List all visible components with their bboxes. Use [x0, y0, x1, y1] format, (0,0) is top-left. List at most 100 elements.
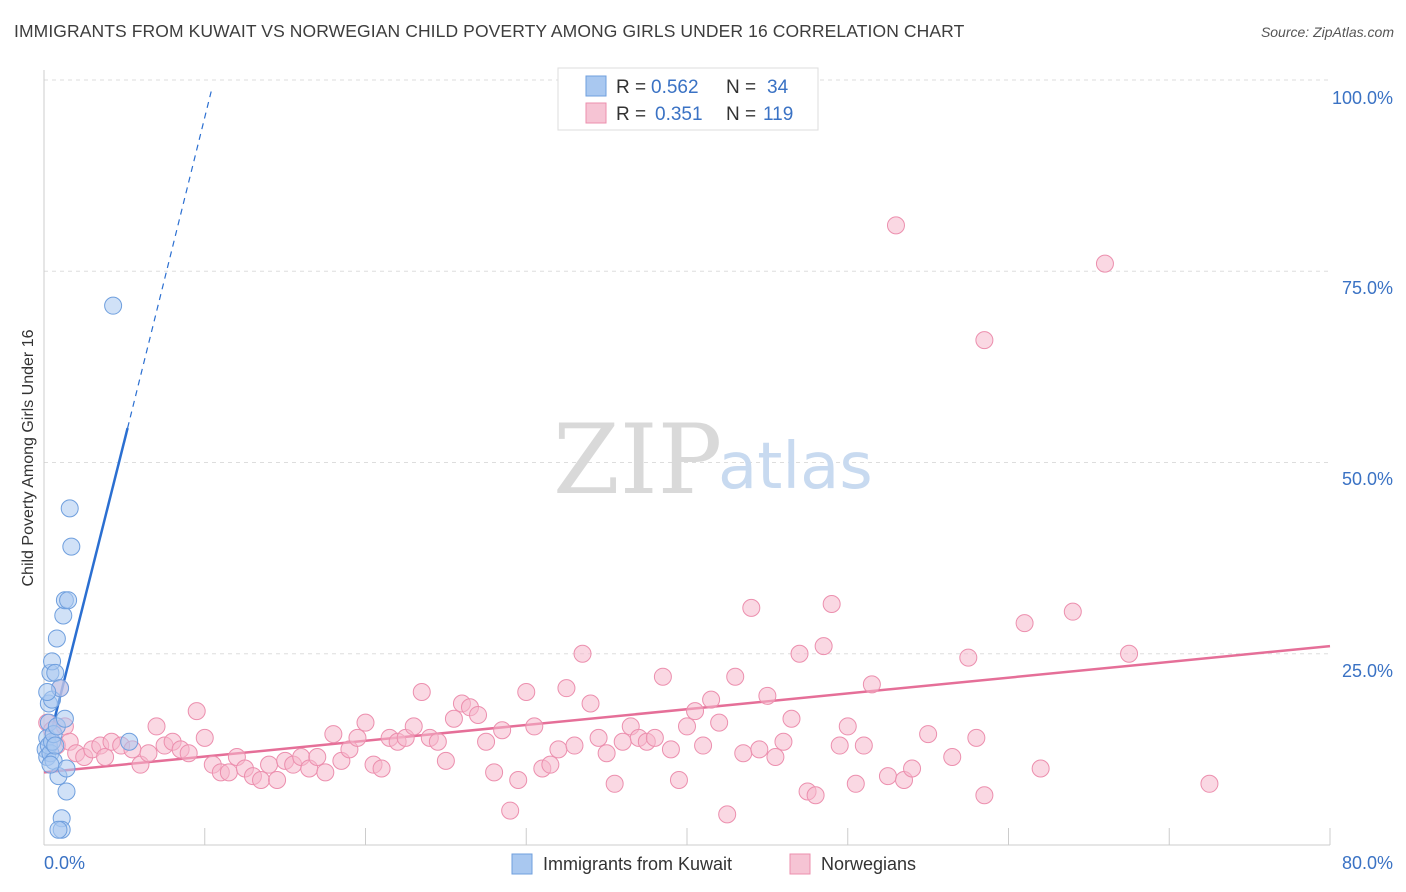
- norwegians-point-95: [782, 709, 801, 728]
- norwegians-point-16: [147, 717, 166, 736]
- norwegians-point-30: [260, 755, 279, 774]
- norwegians-point-121: [1200, 774, 1219, 793]
- y-tick-label-25: 25.0%: [1342, 661, 1393, 681]
- kuwait-point-31: [38, 683, 57, 701]
- watermark-zip: ZIP: [553, 404, 722, 516]
- y-tick-label-100: 100.0%: [1332, 88, 1393, 108]
- legend-r-label-kuwait: R =: [616, 77, 646, 98]
- norwegians-point-94: [774, 732, 793, 751]
- norwegians-point-88: [726, 667, 745, 686]
- norwegians-point-68: [565, 736, 584, 755]
- kuwait-point-24: [57, 782, 76, 801]
- norwegians-point-120: [1120, 644, 1139, 663]
- norwegians-point-53: [444, 709, 463, 728]
- legend-n-label-norway: N =: [726, 104, 756, 125]
- norwegians-point-99: [814, 637, 833, 656]
- norwegians-point-71: [589, 728, 608, 747]
- norwegians-point-101: [830, 736, 849, 755]
- norwegians-point-96: [790, 644, 809, 663]
- y-tick-label-75: 75.0%: [1342, 278, 1393, 298]
- kuwait-point-21: [54, 606, 73, 625]
- norwegians-point-61: [509, 770, 528, 789]
- norwegians-point-15: [139, 744, 158, 763]
- chart-title: IMMIGRANTS FROM KUWAIT VS NORWEGIAN CHIL…: [14, 21, 965, 41]
- norwegians-point-49: [412, 683, 431, 701]
- kuwait-point-25: [57, 759, 76, 778]
- norwegians-point-60: [501, 801, 520, 820]
- norwegians-point-42: [356, 713, 375, 732]
- norwegians-point-62: [517, 683, 536, 701]
- norwegians-point-106: [878, 767, 897, 786]
- norwegians-point-72: [597, 744, 616, 763]
- norwegians-point-74: [613, 732, 632, 751]
- norwegians-point-79: [653, 667, 672, 686]
- x-tick-label-min: 0.0%: [44, 853, 85, 873]
- norwegians-point-83: [686, 702, 705, 721]
- norwegians-point-103: [846, 774, 865, 793]
- norwegians-point-38: [324, 725, 343, 744]
- bottom-legend-label-kuwait: Immigrants from Kuwait: [543, 854, 732, 874]
- norwegians-point-73: [605, 774, 624, 793]
- norwegians-point-25: [219, 763, 238, 782]
- legend-n-value-kuwait: 34: [767, 77, 789, 98]
- norwegians-point-107: [886, 216, 905, 235]
- norwegians-point-116: [1015, 614, 1034, 633]
- kuwait-point-15: [47, 629, 66, 648]
- series-legend: Immigrants from Kuwait Norwegians: [511, 853, 916, 875]
- norwegians-point-86: [710, 713, 729, 732]
- norwegians-point-78: [645, 728, 664, 747]
- y-tick-labels: 25.0% 50.0% 75.0% 100.0%: [1332, 88, 1393, 681]
- kuwait-point-33: [104, 296, 123, 315]
- norwegians-point-93: [766, 748, 785, 767]
- norwegians-point-10: [96, 748, 115, 767]
- norwegians-point-92: [758, 686, 777, 705]
- grid-lines: [44, 79, 1330, 655]
- norwegians-point-20: [179, 744, 198, 763]
- x-axis-ticks: [204, 828, 1331, 845]
- kuwait-point-14: [46, 736, 65, 755]
- norwegians-point-57: [477, 732, 496, 751]
- kuwait-point-28: [62, 537, 81, 556]
- norwegians-point-69: [573, 644, 592, 663]
- norwegians-point-58: [485, 763, 504, 782]
- norwegians-point-91: [750, 740, 769, 759]
- norwegians-point-114: [975, 331, 994, 350]
- norwegians-point-119: [1095, 254, 1114, 273]
- legend-swatch-norway: [585, 102, 607, 124]
- norwegians-point-118: [1063, 602, 1082, 621]
- norwegians-point-66: [549, 740, 568, 759]
- norwegians-point-84: [694, 736, 713, 755]
- kuwait-points: [36, 296, 139, 839]
- norwegians-point-112: [959, 648, 978, 667]
- y-tick-label-50: 50.0%: [1342, 469, 1393, 489]
- norwegians-point-63: [525, 717, 544, 736]
- y-axis-title: Child Poverty Among Girls Under 16: [20, 329, 37, 586]
- legend-n-value-norway: 119: [763, 104, 793, 125]
- norwegians-point-70: [581, 694, 600, 713]
- norwegians-point-52: [436, 751, 455, 770]
- legend-swatch-kuwait: [585, 75, 607, 97]
- legend-r-label-norway: R =: [616, 104, 646, 125]
- norwegians-point-113: [967, 728, 986, 747]
- norwegians-point-29: [252, 770, 271, 789]
- norwegians-point-115: [975, 786, 994, 805]
- norwegians-point-98: [806, 786, 825, 805]
- norwegians-point-100: [822, 595, 841, 614]
- norwegians-point-111: [943, 748, 962, 767]
- norwegians-point-48: [404, 717, 423, 736]
- x-tick-label-max: 80.0%: [1342, 853, 1393, 873]
- norwegians-point-82: [678, 717, 696, 736]
- norwegians-point-65: [541, 755, 560, 774]
- norwegians-point-41: [348, 728, 367, 747]
- norwegians-point-56: [469, 705, 488, 724]
- norwegians-point-81: [669, 770, 688, 789]
- kuwait-point-23: [55, 709, 74, 728]
- norwegians-point-109: [903, 759, 922, 778]
- bottom-legend-swatch-norway: [789, 853, 811, 875]
- norwegians-point-85: [702, 690, 721, 709]
- trend-line-kuwait: [42, 427, 129, 762]
- legend-n-label-kuwait: N =: [726, 77, 756, 98]
- norwegians-points: [38, 216, 1219, 824]
- kuwait-point-27: [60, 499, 79, 518]
- norwegians-point-102: [838, 717, 857, 736]
